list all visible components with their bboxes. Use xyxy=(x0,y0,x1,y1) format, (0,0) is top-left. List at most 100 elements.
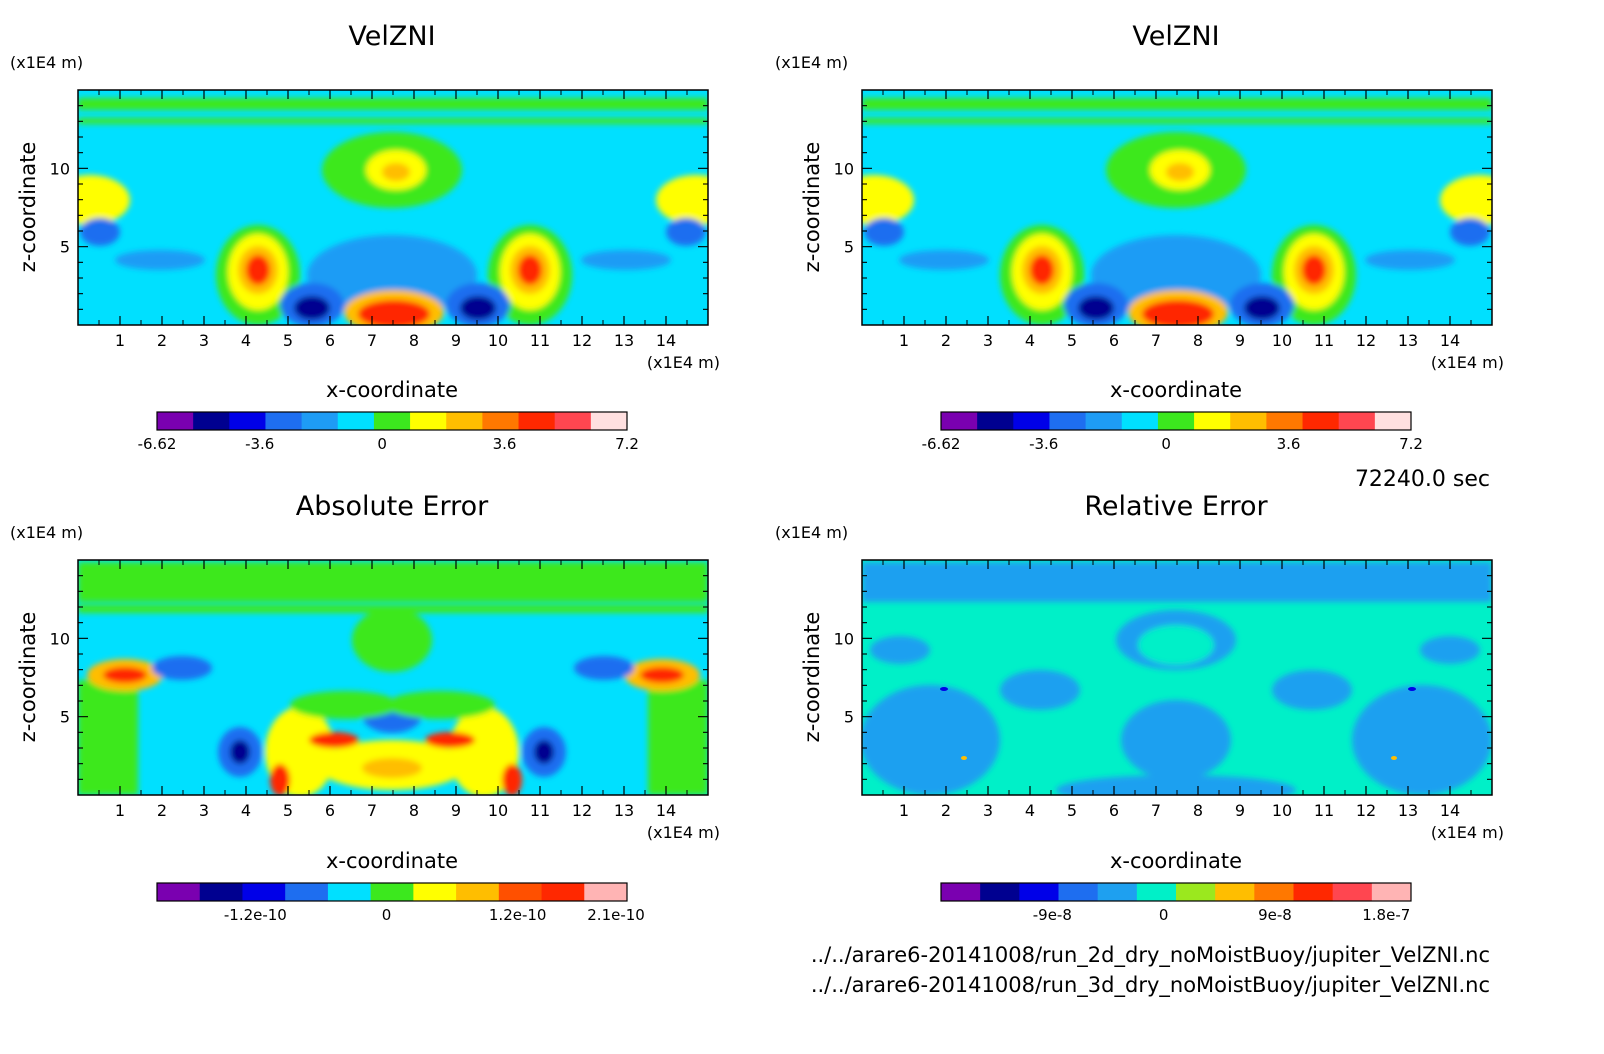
contour-blob xyxy=(425,732,475,748)
colorbar-swatch xyxy=(1254,883,1294,901)
contour-blob xyxy=(1302,255,1326,285)
contour-spot xyxy=(961,756,967,760)
x-tick-label: 13 xyxy=(1398,801,1418,820)
colorbar-swatch xyxy=(590,412,628,430)
x-tick-label: 12 xyxy=(572,801,592,820)
contour-blob xyxy=(1420,636,1480,664)
x-tick-label: 6 xyxy=(325,331,335,350)
colorbar-swatch xyxy=(980,883,1020,901)
colorbar-swatch xyxy=(157,412,194,430)
contour-field xyxy=(78,560,708,795)
contour-blob xyxy=(1142,300,1214,325)
x-tick-label: 7 xyxy=(1151,801,1161,820)
x-tick-label: 8 xyxy=(1193,331,1203,350)
colorbar-swatch xyxy=(327,883,372,901)
colorbar-swatch xyxy=(1019,883,1059,901)
contour-blob xyxy=(246,255,270,285)
colorbar-frame xyxy=(156,411,628,431)
colorbar-swatch xyxy=(1302,412,1340,430)
z-axis-label: z-coordinate xyxy=(16,612,40,743)
x-tick-label: 13 xyxy=(1398,331,1418,350)
colorbar-label: 9e-8 xyxy=(1258,906,1292,924)
contour-blob xyxy=(502,764,522,795)
colorbar-swatch xyxy=(157,883,201,901)
x-tick-label: 4 xyxy=(241,331,251,350)
colorbar-swatch xyxy=(301,412,339,430)
x-axis-label: x-coordinate xyxy=(326,378,458,402)
contour-blob xyxy=(352,608,432,672)
x-tick-label: 10 xyxy=(488,801,508,820)
x-tick-label: 11 xyxy=(1314,331,1334,350)
colorbar-swatch xyxy=(1194,412,1231,430)
contour-blob xyxy=(115,250,205,270)
x-tick-label: 12 xyxy=(1356,331,1376,350)
contour-blob xyxy=(1365,250,1455,270)
x-tick-label: 10 xyxy=(488,331,508,350)
x-tick-label: 8 xyxy=(409,801,419,820)
contour-blob xyxy=(103,667,147,683)
x-tick-label: 5 xyxy=(1067,801,1077,820)
colorbar-frame xyxy=(940,411,1412,431)
colorbar-swatch xyxy=(1049,412,1087,430)
z-tick-label: 5 xyxy=(60,708,70,727)
z-unit-label: (x1E4 m) xyxy=(775,523,848,542)
contour-blob xyxy=(460,296,496,320)
colorbar-swatch xyxy=(977,412,1014,430)
colorbar-label: 7.2 xyxy=(1399,435,1423,453)
colorbar-label: 0 xyxy=(377,435,387,453)
colorbar-swatch xyxy=(1293,883,1334,901)
contour-blob xyxy=(870,636,930,664)
colorbar-label: -6.62 xyxy=(922,435,961,453)
x-tick-label: 9 xyxy=(1235,331,1245,350)
z-tick-label: 10 xyxy=(834,629,854,648)
contour-spot xyxy=(1408,687,1416,691)
panel-title: VelZNI xyxy=(348,21,435,52)
contour-band xyxy=(648,680,708,795)
contour-band xyxy=(862,562,1492,602)
colorbar-label: -3.6 xyxy=(245,435,274,453)
x-tick-label: 2 xyxy=(941,331,951,350)
contour-blob xyxy=(862,685,1000,795)
x-tick-label: 9 xyxy=(1235,801,1245,820)
x-tick-label: 14 xyxy=(656,331,676,350)
colorbar-swatch xyxy=(265,412,303,430)
colorbar-swatch xyxy=(1332,883,1373,901)
colorbar-swatch xyxy=(456,883,500,901)
x-tick-label: 10 xyxy=(1272,801,1292,820)
x-tick-label: 11 xyxy=(530,331,550,350)
colorbar-frame xyxy=(156,882,628,902)
x-tick-label: 14 xyxy=(1440,801,1460,820)
z-axis-label: z-coordinate xyxy=(16,142,40,273)
colorbar-swatch xyxy=(941,412,978,430)
x-tick-label: 12 xyxy=(1356,801,1376,820)
colorbar-swatch xyxy=(941,883,981,901)
contour-band xyxy=(78,562,708,602)
contour-blob xyxy=(230,740,250,764)
contour-blob xyxy=(307,235,477,315)
x-tick-label: 2 xyxy=(157,331,167,350)
colorbar-label: 1.8e-7 xyxy=(1362,906,1410,924)
x-tick-label: 6 xyxy=(1109,331,1119,350)
panel-velzni-right: VelZNI (x1E4 m) xyxy=(775,21,1504,453)
contour-blob xyxy=(1091,235,1261,315)
contour-band xyxy=(78,118,708,124)
x-tick-label: 7 xyxy=(367,801,377,820)
colorbar-swatch xyxy=(193,412,230,430)
x-tick-label: 13 xyxy=(614,801,634,820)
file-path-2: ../../arare6-20141008/run_3d_dry_noMoist… xyxy=(811,973,1490,998)
colorbar-swatch xyxy=(541,883,585,901)
panel-absolute-error: Absolute Error (x1E4 m) xyxy=(10,491,720,924)
contour-blob xyxy=(1000,670,1080,710)
time-label: 72240.0 sec xyxy=(1355,467,1490,492)
z-tick-label: 5 xyxy=(60,238,70,257)
contour-blob xyxy=(1078,296,1114,320)
x-tick-label: 11 xyxy=(1314,801,1334,820)
contour-band xyxy=(862,118,1492,124)
contour-band xyxy=(78,98,708,110)
z-tick-label: 5 xyxy=(844,708,854,727)
contour-blob xyxy=(899,250,989,270)
contour-blob xyxy=(518,255,542,285)
contour-blob xyxy=(1440,175,1492,225)
x-tick-label: 14 xyxy=(1440,331,1460,350)
